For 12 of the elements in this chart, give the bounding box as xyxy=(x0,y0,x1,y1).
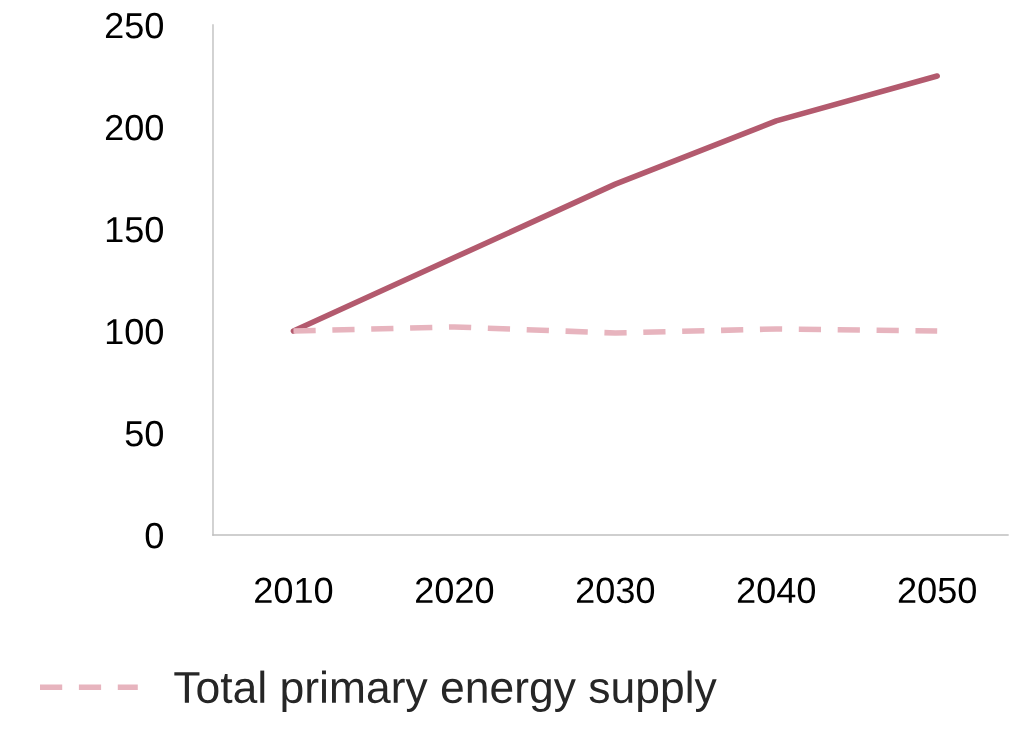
y-tick-label: 150 xyxy=(106,216,163,243)
x-tick-label: 2010 xyxy=(255,577,333,604)
x-tick-label: 2040 xyxy=(737,577,816,604)
x-tick-label: 2020 xyxy=(416,577,494,604)
y-tick-label: 100 xyxy=(106,318,163,345)
legend-label: Total primary energy supply xyxy=(174,670,717,712)
x-tick-label: 2050 xyxy=(898,577,976,604)
y-tick-label: 0 xyxy=(145,522,163,549)
y-tick-label: 250 xyxy=(105,12,163,39)
x-tick-label: 2030 xyxy=(576,577,655,604)
y-tick-label: 50 xyxy=(125,420,163,447)
y-tick-label: 200 xyxy=(105,114,163,141)
